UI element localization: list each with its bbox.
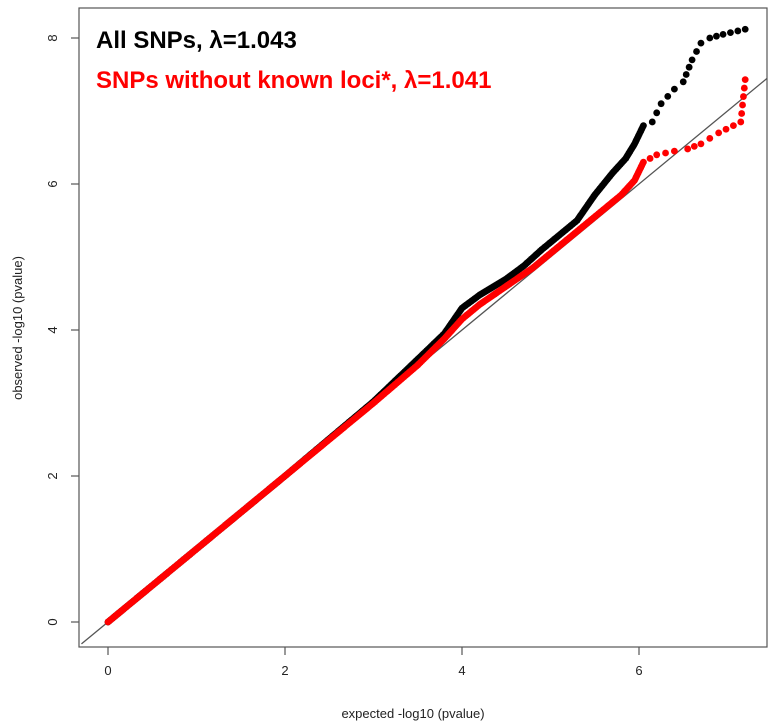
y-axis: 0 2 4 6 8 (45, 34, 79, 626)
y-tick-label: 8 (45, 34, 60, 41)
data-point (693, 48, 700, 55)
legend-entry-snps-without-known-loci: SNPs without known loci*, λ=1.041 (96, 67, 491, 94)
data-point (685, 63, 693, 71)
data-point (739, 101, 746, 109)
data-point (741, 25, 749, 33)
data-point (664, 93, 672, 100)
data-point (688, 56, 696, 64)
data-point (640, 158, 647, 166)
data-point (737, 118, 745, 126)
data-point (738, 110, 746, 117)
legend-entry-all-snps: All SNPs, λ=1.043 (96, 27, 297, 54)
data-point (719, 30, 727, 38)
data-point (697, 140, 705, 148)
data-point (640, 122, 647, 129)
data-point (713, 32, 720, 40)
series-layer (104, 25, 749, 626)
x-axis-title: expected -log10 (pvalue) (341, 706, 484, 721)
data-point (684, 145, 692, 153)
x-axis: 0 2 4 6 (104, 647, 643, 678)
data-point (741, 76, 749, 84)
data-point (730, 122, 737, 129)
data-point (671, 147, 678, 155)
data-point (682, 71, 690, 78)
x-tick-label: 6 (635, 663, 642, 678)
data-point (706, 134, 714, 142)
data-point (740, 84, 748, 92)
data-point (706, 34, 714, 42)
y-tick-label: 0 (45, 618, 60, 625)
series-1 (104, 76, 749, 626)
data-point (697, 39, 705, 47)
x-tick-label: 2 (281, 663, 288, 678)
data-point (722, 125, 730, 133)
y-tick-label: 4 (45, 326, 60, 333)
data-point (715, 129, 723, 137)
data-point (690, 143, 698, 150)
data-point (657, 100, 665, 108)
data-point (679, 78, 687, 86)
data-point (653, 151, 661, 159)
y-tick-label: 2 (45, 472, 60, 479)
y-tick-label: 6 (45, 180, 60, 187)
data-point (671, 85, 678, 93)
data-point (646, 155, 654, 162)
x-tick-label: 0 (104, 663, 111, 678)
data-point (734, 27, 742, 35)
data-point (648, 118, 656, 126)
data-point (653, 109, 661, 117)
x-tick-label: 4 (458, 663, 465, 678)
data-point (727, 29, 734, 37)
plot-frame (78, 7, 768, 648)
data-point (740, 93, 747, 100)
data-point (662, 149, 669, 157)
y-axis-title: observed -log10 (pvalue) (10, 256, 25, 400)
